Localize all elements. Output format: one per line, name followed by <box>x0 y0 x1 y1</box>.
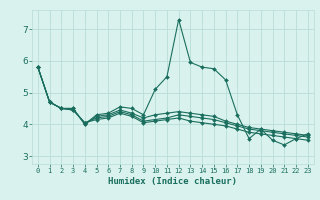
X-axis label: Humidex (Indice chaleur): Humidex (Indice chaleur) <box>108 177 237 186</box>
